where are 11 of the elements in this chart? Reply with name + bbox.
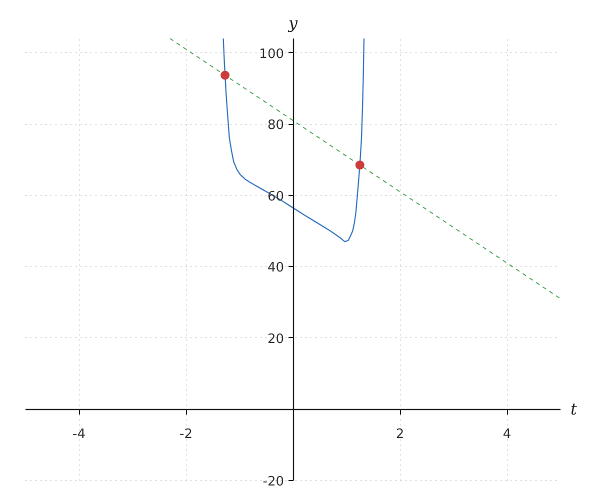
y-axis-title: y: [287, 14, 298, 32]
y-tick-label: -20: [262, 474, 284, 490]
y-tick-label: 20: [267, 332, 284, 347]
y-tick-label: 40: [267, 260, 284, 276]
x-tick-label: 4: [502, 427, 512, 442]
x-tick-label: -4: [72, 427, 86, 442]
y-tick-label: 100: [259, 46, 284, 62]
x-axis-title: t: [570, 400, 578, 419]
x-tick-label: -2: [180, 427, 192, 442]
y-tick-label: 80: [267, 118, 284, 134]
x-tick-label: 2: [396, 427, 404, 442]
